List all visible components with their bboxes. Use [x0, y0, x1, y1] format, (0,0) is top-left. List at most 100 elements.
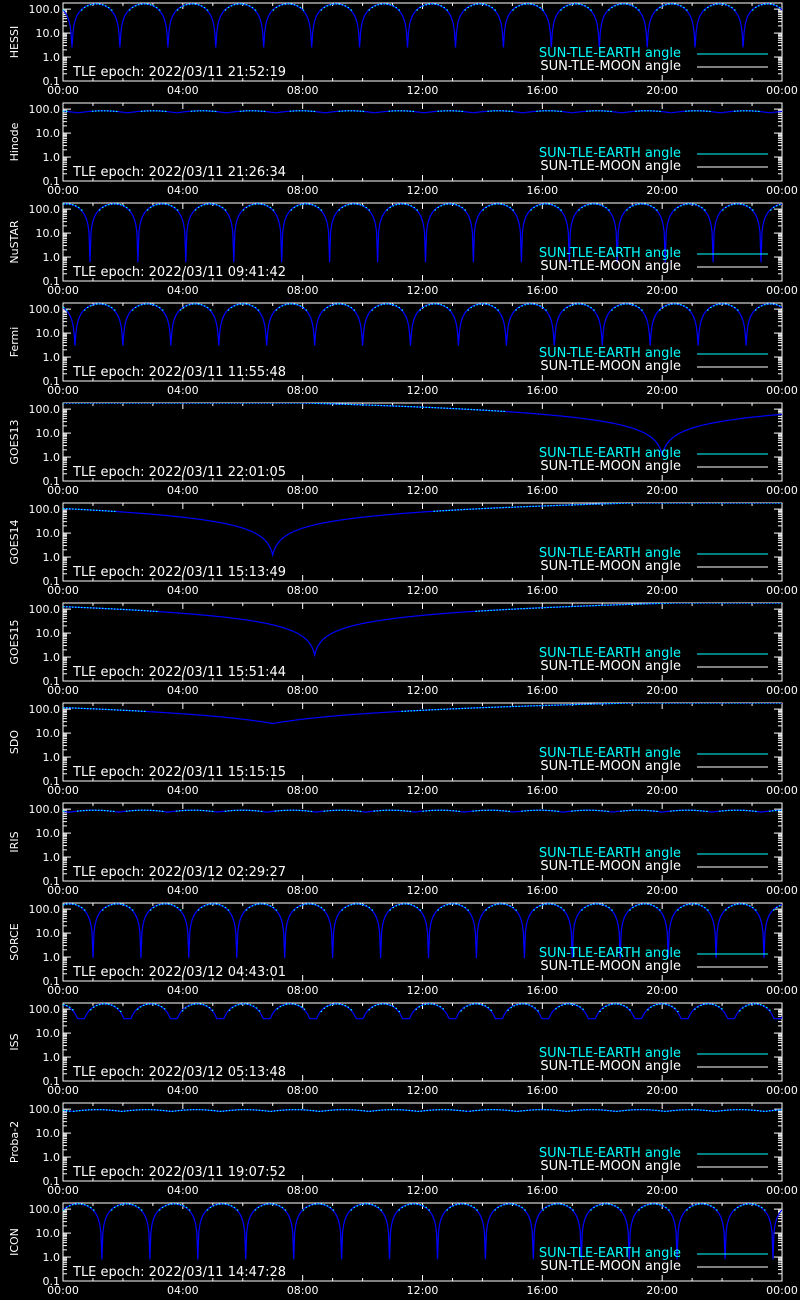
legend-label: SUN-TLE-MOON angle: [540, 959, 681, 974]
y-axis-label: NuSTAR: [8, 220, 21, 264]
x-tick-label: 00:00: [766, 484, 798, 497]
x-tick-label: 00:00: [47, 384, 79, 397]
angle-panel: 100.010.01.00.100:00 04:00 08:00 12:00 16:00…: [8, 202, 798, 297]
y-tick-label: 1.0: [43, 251, 61, 264]
y-tick-label: 0.1: [43, 775, 61, 788]
x-tick-label: 00:00: [47, 284, 79, 297]
tle-epoch-label: TLE epoch: 2022/03/11 15:15:15: [72, 765, 286, 780]
y-tick-label: 10.0: [36, 527, 61, 540]
x-tick-label: 20:00: [646, 884, 678, 897]
y-tick-label: 100.0: [29, 1003, 61, 1016]
x-tick-label: 00:00: [47, 784, 79, 797]
x-tick-label: 00:00: [766, 984, 798, 997]
legend-label: SUN-TLE-MOON angle: [540, 459, 681, 474]
y-tick-label: 0.1: [43, 1075, 61, 1088]
y-tick-label: 10.0: [36, 727, 61, 740]
legend-label: SUN-TLE-EARTH angle: [539, 546, 681, 561]
x-tick-label: 04:00: [167, 1184, 199, 1197]
y-tick-label: 10.0: [36, 1027, 61, 1040]
x-tick-label: 12:00: [407, 884, 439, 897]
legend-label: SUN-TLE-EARTH angle: [539, 246, 681, 261]
trace-group: [63, 703, 782, 725]
y-tick-label: 1.0: [43, 451, 61, 464]
x-tick-label: 16:00: [526, 184, 558, 197]
x-tick-label: 16:00: [526, 784, 558, 797]
y-axis-label: Proba-2: [8, 1121, 21, 1163]
x-tick-label: 12:00: [407, 484, 439, 497]
legend-label: SUN-TLE-EARTH angle: [539, 446, 681, 461]
x-tick-label: 00:00: [47, 684, 79, 697]
y-tick-label: 0.1: [43, 75, 61, 88]
x-tick-label: 16:00: [526, 284, 558, 297]
x-tick-label: 20:00: [646, 484, 678, 497]
legend-label: SUN-TLE-EARTH angle: [539, 946, 681, 961]
x-tick-label: 00:00: [766, 1184, 798, 1197]
y-tick-label: 1.0: [43, 851, 61, 864]
x-tick-label: 16:00: [526, 584, 558, 597]
x-tick-label: 20:00: [646, 1184, 678, 1197]
x-tick-label: 08:00: [287, 184, 319, 197]
y-tick-label: 0.1: [43, 475, 61, 488]
y-tick-label: 100.0: [29, 503, 61, 516]
legend-label: SUN-TLE-EARTH angle: [539, 146, 681, 161]
x-tick-label: 08:00: [287, 484, 319, 497]
y-axis-label: Hinode: [8, 122, 21, 161]
x-tick-label: 12:00: [407, 1184, 439, 1197]
legend-label: SUN-TLE-MOON angle: [540, 659, 681, 674]
angle-panel: 100.010.01.00.100:00 04:00 08:00 12:00 16:00…: [8, 1002, 798, 1097]
angle-panel: 100.010.01.00.100:00 04:00 08:00 12:00 16:00…: [8, 802, 798, 897]
x-tick-label: 04:00: [167, 484, 199, 497]
x-tick-label: 20:00: [646, 384, 678, 397]
y-tick-label: 10.0: [36, 927, 61, 940]
x-tick-label: 00:00: [47, 1084, 79, 1097]
x-tick-label: 16:00: [526, 84, 558, 97]
y-tick-label: 10.0: [36, 327, 61, 340]
x-tick-label: 00:00: [766, 784, 798, 797]
x-tick-label: 16:00: [526, 984, 558, 997]
trace-group: [63, 503, 782, 558]
y-axis-label: GOES14: [8, 519, 21, 564]
y-tick-label: 10.0: [36, 1127, 61, 1140]
y-tick-label: 1.0: [43, 351, 61, 364]
angle-panel: 100.010.01.00.100:00 04:00 08:00 12:00 16:00…: [8, 102, 798, 197]
x-tick-label: 04:00: [167, 984, 199, 997]
legend-label: SUN-TLE-MOON angle: [540, 359, 681, 374]
y-axis-label: ICON: [8, 1228, 21, 1256]
x-tick-label: 12:00: [407, 984, 439, 997]
legend-label: SUN-TLE-MOON angle: [540, 259, 681, 274]
y-axis-label: GOES15: [8, 619, 21, 664]
legend-label: SUN-TLE-MOON angle: [540, 59, 681, 74]
trace-group: [63, 809, 782, 813]
x-tick-label: 08:00: [287, 584, 319, 597]
earth-angle-trace: [63, 303, 782, 346]
y-tick-label: 100.0: [29, 303, 61, 316]
x-tick-label: 16:00: [526, 884, 558, 897]
y-axis-label: GOES13: [8, 419, 21, 464]
x-tick-label: 20:00: [646, 984, 678, 997]
trace-group: [63, 403, 782, 458]
x-tick-label: 08:00: [287, 384, 319, 397]
y-tick-label: 10.0: [36, 827, 61, 840]
y-tick-label: 10.0: [36, 627, 61, 640]
y-tick-label: 100.0: [29, 803, 61, 816]
legend-label: SUN-TLE-MOON angle: [540, 159, 681, 174]
angle-panel: 100.010.01.00.100:00 04:00 08:00 12:00 16:00…: [8, 302, 798, 397]
y-axis-label: SORCE: [8, 923, 21, 960]
earth-angle-trace: [63, 503, 782, 558]
legend-label: SUN-TLE-EARTH angle: [539, 1146, 681, 1161]
x-tick-label: 00:00: [766, 384, 798, 397]
x-tick-label: 04:00: [167, 684, 199, 697]
tle-epoch-label: TLE epoch: 2022/03/11 14:47:28: [72, 1265, 286, 1280]
x-tick-label: 16:00: [526, 1284, 558, 1297]
legend-label: SUN-TLE-MOON angle: [540, 1059, 681, 1074]
x-tick-label: 16:00: [526, 684, 558, 697]
tle-epoch-label: TLE epoch: 2022/03/11 21:52:19: [72, 65, 286, 80]
x-tick-label: 12:00: [407, 784, 439, 797]
trace-group: [63, 303, 782, 346]
x-tick-label: 12:00: [407, 284, 439, 297]
y-tick-label: 1.0: [43, 51, 61, 64]
x-tick-label: 00:00: [47, 884, 79, 897]
x-tick-label: 00:00: [47, 984, 79, 997]
x-tick-label: 12:00: [407, 1284, 439, 1297]
